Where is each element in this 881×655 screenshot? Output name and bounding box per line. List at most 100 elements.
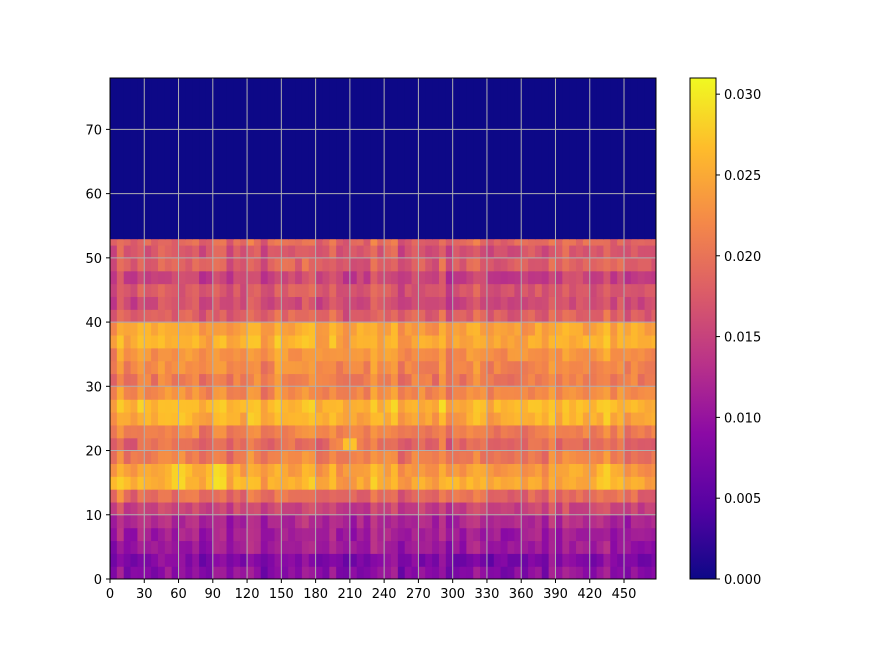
heatmap-cell [219,245,228,259]
heatmap-cell [630,399,639,413]
heatmap-cell [233,501,241,516]
heatmap-cell [308,238,317,246]
heatmap-cell [130,450,139,464]
heatmap-cell [349,540,358,554]
heatmap-cell [253,489,262,503]
heatmap-cell [336,527,344,542]
heatmap-cell [260,245,269,259]
heatmap-cell [185,424,193,439]
heatmap-cell [336,373,344,387]
heatmap-cell [486,283,495,297]
heatmap-cell [329,540,337,554]
heatmap-cell [562,309,570,323]
heatmap-cell [624,309,632,323]
heatmap-cell [438,527,447,542]
heatmap-cell [240,463,248,477]
heatmap-cell [507,540,515,554]
heatmap-cell [507,296,515,310]
heatmap-cell [233,309,241,323]
heatmap-cell [343,347,351,362]
heatmap-cell [459,373,467,387]
heatmap-cell [185,309,193,323]
heatmap-cell [397,399,406,413]
heatmap-cell [123,257,132,272]
heatmap-cell [651,527,656,542]
heatmap-cell [164,322,173,336]
heatmap-cell [466,334,474,349]
heatmap-cell [562,489,570,503]
heatmap-cell [391,540,399,554]
heatmap-cell [212,412,221,426]
heatmap-cell [253,412,262,426]
heatmap-cell [329,309,337,323]
heatmap-cell [610,386,618,400]
heatmap-cell [336,540,344,554]
heatmap-cell [308,424,317,439]
heatmap-cell [260,238,269,246]
heatmap-cell [233,566,241,579]
heatmap-cell [336,450,344,464]
heatmap-cell [123,270,132,285]
heatmap-cell [288,386,296,400]
heatmap-cell [130,514,139,529]
heatmap-cell [343,399,351,413]
heatmap-cell [603,527,611,542]
heatmap-cell [637,566,646,579]
heatmap-cell [185,334,193,349]
heatmap-cell [425,386,433,400]
heatmap-cell [185,373,193,387]
heatmap-cell [356,527,365,542]
heatmap-cell [370,309,378,323]
heatmap-cell [610,322,618,336]
heatmap-cell [199,78,207,240]
heatmap-cell [582,514,591,529]
heatmap-cell [486,489,495,503]
heatmap-cell [336,296,344,310]
heatmap-cell [301,527,310,542]
heatmap-cell [576,501,584,516]
heatmap-cells [110,78,656,579]
heatmap-cell [315,334,324,349]
heatmap-cell [164,424,173,439]
heatmap-cell [651,489,656,503]
heatmap-cell [171,450,180,464]
heatmap-cell [651,245,656,259]
heatmap-cell [507,514,515,529]
heatmap-cell [500,463,509,477]
heatmap-cell [425,373,433,387]
heatmap-cell [192,412,200,426]
heatmap-cell [274,566,282,579]
heatmap-cell [624,399,632,413]
heatmap-cell [295,463,303,477]
heatmap-cell [110,437,118,452]
heatmap-cell [363,463,372,477]
heatmap-cell [137,245,145,259]
heatmap-cell [384,450,392,464]
heatmap-cell [308,360,317,375]
heatmap-cell [486,501,495,516]
heatmap-cell [144,566,152,579]
heatmap-cell [288,463,296,477]
heatmap-cell [308,296,317,310]
heatmap-cell [425,270,433,285]
plot-frame [109,77,657,580]
heatmap-cell [555,322,563,336]
heatmap-cell [185,347,193,362]
heatmap-cell [452,360,461,375]
heatmap-cell [624,424,632,439]
heatmap-cell [130,347,139,362]
heatmap-cell [240,257,248,272]
heatmap-cell [637,553,646,567]
heatmap-cell [610,270,618,285]
heatmap-cell [589,296,598,310]
heatmap-cell [486,437,495,452]
heatmap-cell [247,309,255,323]
heatmap-cell [610,463,618,477]
heatmap-cell [260,489,269,503]
heatmap-cell [500,322,509,336]
heatmap-cell [466,527,474,542]
heatmap-cell [582,78,591,240]
heatmap-cell [164,257,173,272]
heatmap-cell [116,399,125,413]
heatmap-cell [267,238,276,246]
